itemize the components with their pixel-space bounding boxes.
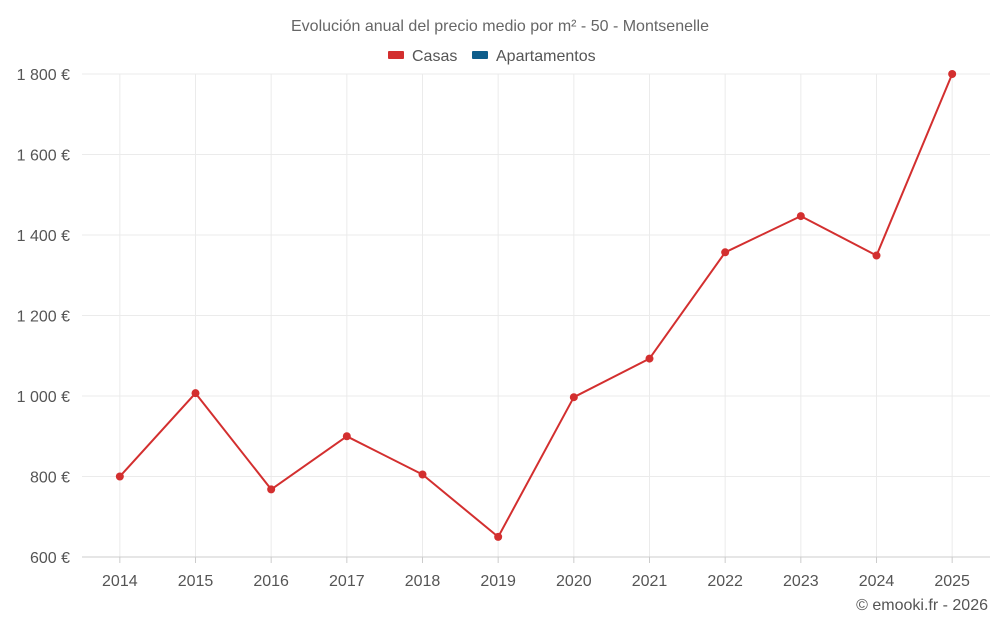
legend-swatch-casas (388, 51, 404, 59)
y-tick-label: 1 400 € (17, 228, 70, 245)
legend-item-casas[interactable]: Casas (388, 48, 457, 65)
legend-swatch-apartamentos (472, 51, 488, 59)
legend-label-apartamentos: Apartamentos (496, 48, 596, 65)
series (115, 70, 957, 541)
axes (82, 556, 990, 563)
x-tick-label: 2020 (556, 573, 592, 590)
credit-text: © emooki.fr - 2026 (856, 597, 988, 614)
x-tick-label: 2018 (405, 573, 441, 590)
x-tick-label: 2015 (178, 573, 214, 590)
data-point-casas[interactable] (796, 212, 805, 221)
data-point-casas[interactable] (569, 393, 578, 402)
data-point-casas[interactable] (267, 485, 276, 494)
y-axis-ticks: 600 € 800 € 1 000 € 1 200 € 1 400 € 1 600 € 1 … (17, 67, 70, 567)
y-tick-label: 1 000 € (17, 389, 70, 406)
data-point-casas[interactable] (342, 432, 351, 441)
y-tick-label: 1 600 € (17, 148, 70, 165)
legend: Casas Apartamentos (388, 48, 596, 65)
y-tick-label: 1 200 € (17, 309, 70, 326)
data-point-casas[interactable] (418, 470, 427, 479)
x-tick-label: 2024 (859, 573, 895, 590)
chart-title: Evolución anual del precio medio por m² … (291, 18, 709, 35)
data-point-casas[interactable] (115, 472, 124, 481)
x-tick-label: 2025 (934, 573, 970, 590)
y-tick-label: 600 € (30, 550, 70, 567)
x-tick-label: 2016 (253, 573, 289, 590)
series-line-casas (118, 73, 954, 538)
legend-item-apartamentos[interactable]: Apartamentos (472, 48, 596, 65)
data-point-casas[interactable] (494, 532, 503, 541)
data-point-casas[interactable] (721, 248, 730, 257)
legend-label-casas: Casas (412, 48, 457, 65)
data-point-casas[interactable] (948, 70, 957, 78)
x-tick-label: 2019 (480, 573, 516, 590)
x-tick-label: 2014 (102, 573, 138, 590)
x-tick-label: 2021 (632, 573, 668, 590)
grid (82, 73, 990, 557)
data-point-casas[interactable] (191, 389, 200, 398)
x-axis-ticks: 2014 2015 2016 2017 2018 2019 2020 2021 2022 2023… (102, 573, 970, 590)
y-tick-label: 1 800 € (17, 67, 70, 84)
data-point-casas[interactable] (872, 251, 881, 260)
y-tick-label: 800 € (30, 470, 70, 487)
x-tick-label: 2022 (707, 573, 743, 590)
x-tick-label: 2017 (329, 573, 365, 590)
x-tick-label: 2023 (783, 573, 819, 590)
data-point-casas[interactable] (645, 354, 654, 363)
